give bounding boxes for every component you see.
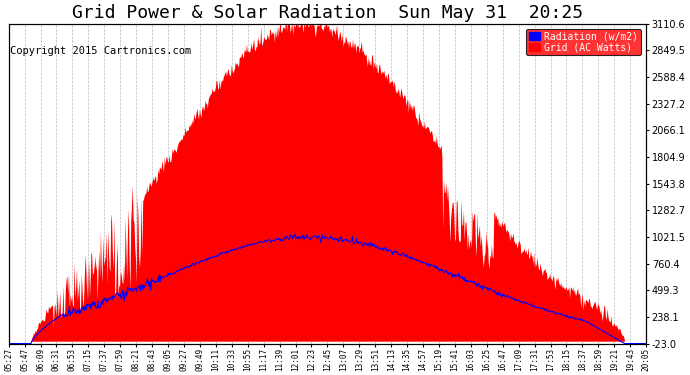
Legend: Radiation (w/m2), Grid (AC Watts): Radiation (w/m2), Grid (AC Watts) [526, 28, 641, 56]
Title: Grid Power & Solar Radiation  Sun May 31  20:25: Grid Power & Solar Radiation Sun May 31 … [72, 4, 583, 22]
Text: Copyright 2015 Cartronics.com: Copyright 2015 Cartronics.com [10, 46, 191, 56]
